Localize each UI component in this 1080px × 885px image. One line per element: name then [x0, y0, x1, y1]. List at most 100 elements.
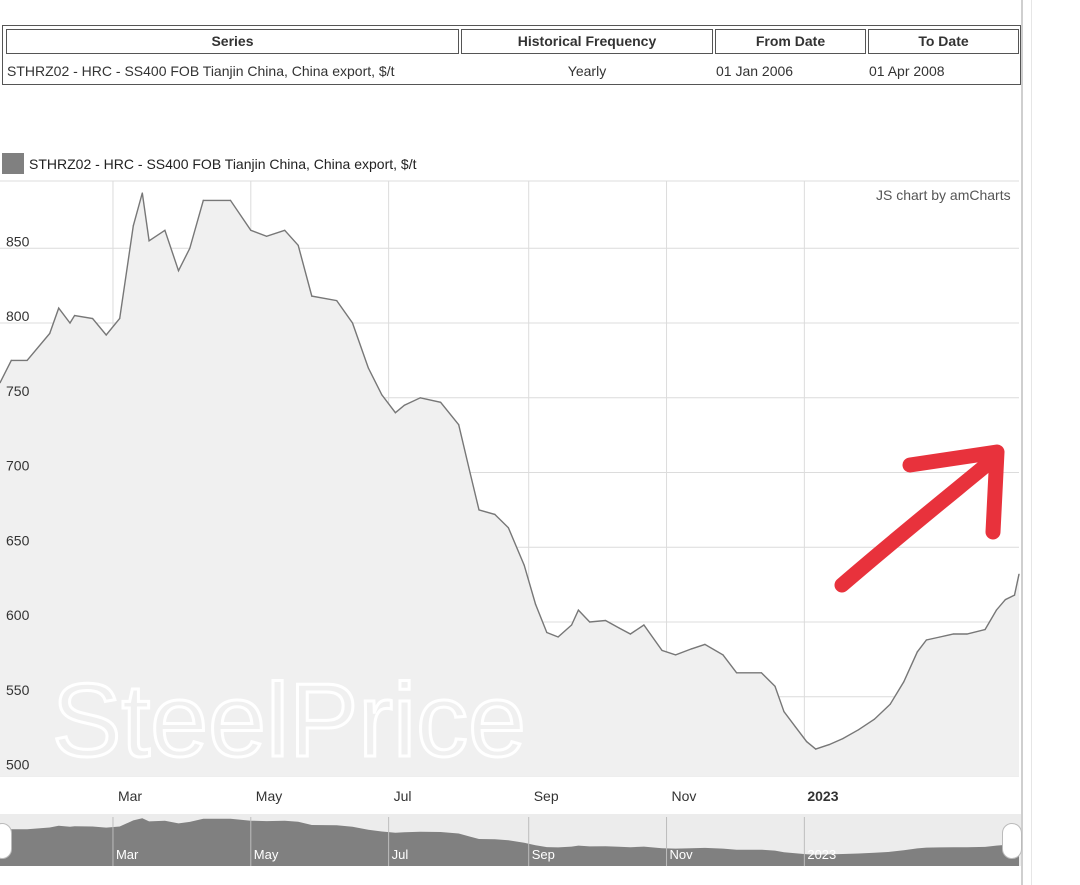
x-tick-label: Sep	[534, 788, 559, 804]
arrow-head	[902, 444, 1005, 540]
data-point	[336, 300, 338, 302]
data-point	[675, 654, 677, 656]
data-point	[189, 247, 191, 249]
data-point	[311, 295, 313, 297]
data-point	[815, 748, 817, 750]
data-point	[229, 199, 232, 201]
amcharts-credit[interactable]: JS chart by amCharts	[876, 187, 1011, 203]
arrow-shaft	[834, 454, 998, 593]
y-tick-label: 650	[6, 532, 30, 548]
x-tick-label: Jul	[394, 788, 412, 804]
data-point	[534, 603, 537, 605]
data-point	[704, 643, 706, 646]
scrollbar-labels: Mar May Jul Sep Nov 2023	[112, 817, 836, 866]
data-point	[74, 314, 76, 317]
data-point	[952, 633, 955, 635]
scrollbar-tick-label: 2023	[807, 847, 836, 862]
page-frame-right-outer	[1031, 0, 1032, 885]
scrollbar-grip-right[interactable]	[1002, 823, 1022, 859]
data-point	[618, 627, 620, 629]
x-tick-label: Mar	[118, 788, 142, 804]
data-point	[141, 192, 143, 194]
data-point	[132, 225, 134, 227]
y-axis: 500 550 600 650 700 750 800 850	[6, 233, 30, 772]
data-point	[394, 412, 396, 414]
cell-series: STHRZ02 - HRC - SS400 FOB Tianjin China,…	[7, 63, 395, 79]
data-point	[367, 367, 369, 369]
data-point	[26, 359, 28, 361]
legend-swatch[interactable]	[2, 153, 24, 174]
data-point	[577, 609, 580, 611]
data-point	[629, 633, 632, 635]
data-point	[351, 322, 354, 324]
data-point	[889, 703, 891, 705]
data-point	[49, 332, 51, 335]
data-point	[284, 229, 286, 231]
plot-area	[0, 192, 1020, 776]
data-point	[546, 631, 548, 634]
data-point	[873, 718, 876, 720]
y-tick-label: 700	[6, 458, 30, 474]
cell-frequency: Yearly	[567, 63, 607, 79]
series-area-fill	[0, 193, 1019, 776]
series-info-table: Series Historical Frequency From Date To…	[2, 25, 1021, 85]
data-point	[903, 681, 905, 683]
scrollbar[interactable]: Mar May Jul Sep Nov 2023	[0, 814, 1021, 866]
y-tick-label: 750	[6, 383, 30, 399]
data-point	[458, 424, 460, 426]
data-point	[760, 672, 763, 674]
legend-label[interactable]: STHRZ02 - HRC - SS400 FOB Tianjin China,…	[29, 156, 417, 172]
data-point	[523, 564, 525, 566]
header-from-date: From Date	[715, 29, 866, 54]
data-point	[381, 394, 383, 396]
scrollbar-preview	[0, 818, 1019, 866]
annotation-arrow	[834, 444, 1005, 593]
data-point	[722, 654, 724, 656]
data-point	[105, 334, 107, 336]
data-point	[419, 397, 421, 399]
steelprice-watermark: SteelPrice	[52, 663, 526, 779]
data-point	[925, 639, 928, 641]
x-axis: Mar May Jul Sep Nov 2023	[118, 788, 839, 804]
data-point	[995, 609, 998, 611]
data-point	[1004, 599, 1007, 601]
x-tick-label: May	[256, 788, 282, 804]
scrollbar-tick-label: May	[254, 847, 279, 862]
y-tick-label: 800	[6, 308, 30, 324]
data-point	[494, 513, 496, 516]
scrollbar-series-area	[0, 818, 1019, 866]
x-tick-label: 2023	[807, 788, 838, 804]
data-point	[202, 199, 204, 201]
y-tick-label: 600	[6, 607, 30, 623]
data-point	[507, 527, 509, 529]
data-point	[794, 726, 796, 728]
data-point	[92, 317, 94, 320]
data-point	[1013, 594, 1016, 596]
data-point	[806, 741, 808, 743]
x-tick-label: Nov	[672, 788, 697, 804]
data-point	[604, 619, 607, 622]
y-tick-label: 500	[6, 757, 30, 773]
data-point	[916, 651, 918, 653]
data-point	[774, 685, 776, 687]
data-point	[440, 401, 442, 403]
scrollbar-tick-label: Nov	[670, 847, 694, 862]
data-point	[469, 471, 471, 474]
data-point	[69, 322, 71, 324]
data-point	[589, 621, 591, 623]
data-point	[643, 624, 645, 626]
data-point	[690, 648, 693, 650]
scrollbar-grip-left[interactable]	[0, 823, 12, 859]
cell-from-date: 01 Jan 2006	[716, 63, 794, 79]
data-point	[119, 317, 121, 320]
data-point	[58, 307, 60, 309]
data-point	[478, 509, 480, 511]
data-point	[0, 382, 1, 384]
cell-to-date: 01 Apr 2008	[869, 63, 945, 79]
data-point	[177, 270, 180, 272]
data-point	[571, 624, 573, 626]
data-point	[250, 229, 252, 231]
data-point	[661, 649, 663, 652]
data-point	[939, 636, 941, 638]
